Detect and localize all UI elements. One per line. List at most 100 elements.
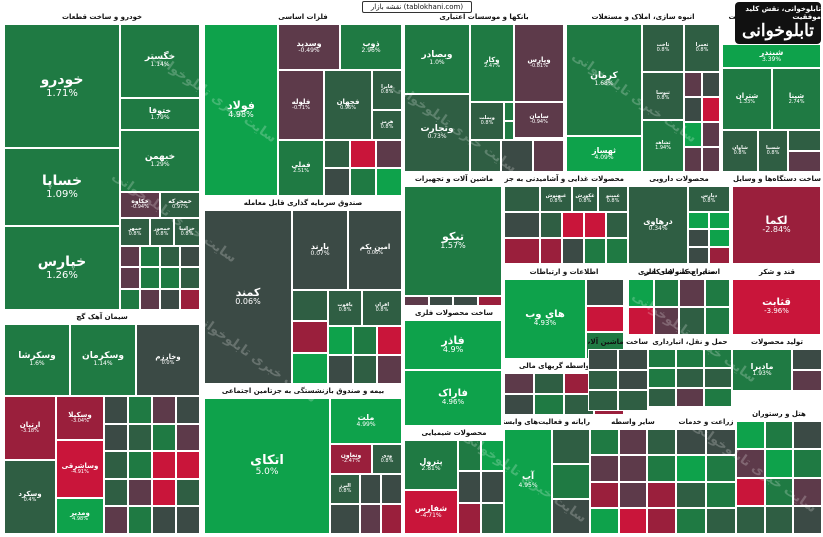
stock-cell-small[interactable] — [328, 355, 353, 384]
stock-cell-small[interactable] — [504, 373, 534, 394]
stock-cell-small[interactable] — [562, 238, 584, 264]
stock-cell-small[interactable] — [381, 504, 402, 534]
stock-cell-small[interactable] — [793, 449, 822, 478]
stock-cell[interactable]: شفارس -4.71% — [404, 490, 458, 534]
stock-cell-small[interactable] — [618, 507, 648, 534]
stock-cell[interactable]: پترول 2.81% — [404, 440, 458, 490]
stock-cell[interactable]: خگستر 1.14% — [120, 24, 200, 98]
stock-cell[interactable]: وخارزم 0.0% — [136, 324, 200, 396]
stock-cell[interactable]: غمینو 0.8% — [598, 186, 628, 212]
stock-cell-small[interactable] — [160, 246, 180, 268]
stock-cell-small[interactable] — [647, 507, 676, 534]
stock-cell-small[interactable] — [709, 212, 730, 230]
stock-cell-small[interactable] — [653, 307, 679, 335]
stock-cell-small[interactable] — [684, 97, 702, 122]
stock-cell[interactable]: فاذر 4.9% — [404, 320, 502, 370]
stock-cell-small[interactable] — [176, 506, 200, 534]
stock-cell-small[interactable] — [590, 455, 619, 482]
stock-cell[interactable]: وساشرقی -4.91% — [56, 440, 104, 498]
stock-cell-small[interactable] — [120, 246, 140, 268]
stock-cell-small[interactable] — [688, 229, 709, 247]
stock-cell-small[interactable] — [647, 481, 676, 508]
stock-cell-small[interactable] — [688, 212, 709, 230]
stock-cell[interactable]: وسدید -0.49% — [278, 24, 340, 70]
stock-cell-small[interactable] — [504, 394, 534, 415]
stock-cell-small[interactable] — [470, 140, 502, 172]
stock-cell[interactable]: شاوان 0.8% — [722, 130, 758, 172]
stock-cell-small[interactable] — [481, 440, 504, 472]
stock-cell[interactable]: ثعمرا 0.8% — [684, 24, 720, 72]
stock-cell[interactable]: وسکرمان 1.14% — [70, 324, 136, 396]
stock-cell-small[interactable] — [792, 370, 822, 391]
stock-cell-small[interactable] — [764, 477, 794, 506]
stock-cell-small[interactable] — [702, 147, 720, 172]
stock-cell-small[interactable] — [128, 506, 152, 534]
stock-cell-small[interactable] — [350, 168, 376, 196]
stock-cell-small[interactable] — [324, 140, 350, 168]
stock-cell-small[interactable] — [428, 296, 453, 306]
stock-cell[interactable]: وپارس -0.81% — [514, 24, 564, 102]
stock-cell-small[interactable] — [676, 481, 706, 508]
stock-cell-small[interactable] — [764, 505, 794, 534]
stock-cell[interactable]: غبهنوش 0.8% — [540, 186, 572, 212]
stock-cell[interactable]: وسکرشا 1.6% — [4, 324, 70, 396]
stock-cell-small[interactable] — [702, 72, 720, 97]
stock-cell-small[interactable] — [376, 168, 402, 196]
stock-cell[interactable]: وبصادر 1.0% — [404, 24, 470, 94]
stock-cell-small[interactable] — [532, 140, 564, 172]
stock-cell[interactable]: آپ 4.95% — [504, 429, 552, 534]
stock-cell-small[interactable] — [706, 429, 736, 456]
stock-cell-small[interactable] — [176, 423, 200, 452]
stock-cell[interactable]: خپارس 1.26% — [4, 226, 120, 310]
stock-cell[interactable]: خساپا 1.09% — [4, 148, 120, 226]
stock-cell-small[interactable] — [180, 267, 200, 289]
stock-cell-small[interactable] — [709, 246, 730, 264]
stock-cell-small[interactable] — [647, 429, 676, 456]
stock-cell-small[interactable] — [606, 238, 628, 264]
stock-cell-small[interactable] — [152, 423, 176, 452]
stock-cell[interactable]: شسپا 0.8% — [758, 130, 788, 172]
stock-cell-small[interactable] — [736, 505, 765, 534]
stock-cell[interactable]: شبندر 3.39% — [722, 44, 821, 68]
stock-cell-small[interactable] — [709, 229, 730, 247]
stock-cell-small[interactable] — [590, 429, 619, 456]
stock-cell[interactable]: ارتیان -3.18% — [4, 396, 56, 460]
stock-cell-small[interactable] — [534, 373, 564, 394]
stock-cell[interactable]: قثابت -3.96% — [732, 279, 821, 335]
stock-cell-small[interactable] — [618, 349, 648, 370]
stock-cell-small[interactable] — [350, 140, 376, 168]
stock-cell-small[interactable] — [704, 387, 732, 407]
stock-cell[interactable]: ثنوسا 0.8% — [642, 72, 684, 120]
stock-cell-small[interactable] — [292, 321, 328, 353]
stock-cell[interactable]: ومدیر 4.98% — [56, 498, 104, 534]
stock-cell-small[interactable] — [176, 396, 200, 424]
stock-cell[interactable]: وبملت 0.8% — [470, 102, 504, 140]
stock-cell-small[interactable] — [706, 455, 736, 482]
stock-cell[interactable]: شتران 1.33% — [722, 68, 772, 130]
stock-cell-small[interactable] — [676, 507, 706, 534]
stock-cell-small[interactable] — [352, 355, 378, 384]
stock-cell-small[interactable] — [360, 474, 381, 504]
stock-cell-small[interactable] — [140, 288, 160, 310]
stock-cell-small[interactable] — [648, 349, 676, 369]
stock-cell-small[interactable] — [140, 246, 160, 268]
stock-cell-small[interactable] — [676, 349, 704, 369]
stock-cell[interactable]: غکورش 0.8% — [572, 186, 598, 212]
stock-cell[interactable]: هاي وب 4.93% — [504, 279, 586, 359]
stock-cell[interactable]: افران 0.8% — [362, 290, 402, 326]
stock-cell[interactable]: البرز 0.8% — [330, 474, 360, 504]
stock-cell-small[interactable] — [381, 474, 402, 504]
stock-cell[interactable]: خودرو 1.71% — [4, 24, 120, 148]
stock-cell[interactable]: وسکرد 0.4% — [4, 460, 56, 534]
stock-cell-small[interactable] — [618, 455, 648, 482]
stock-cell-small[interactable] — [504, 238, 540, 264]
stock-cell-small[interactable] — [552, 429, 590, 464]
stock-cell-small[interactable] — [793, 421, 822, 450]
stock-cell-small[interactable] — [404, 296, 429, 306]
stock-cell-small[interactable] — [152, 451, 176, 479]
stock-cell-small[interactable] — [104, 506, 128, 534]
stock-cell-small[interactable] — [160, 288, 180, 310]
stock-cell-small[interactable] — [292, 290, 328, 322]
stock-cell[interactable]: ثهساز 4.09% — [566, 136, 642, 172]
stock-cell[interactable]: ودی 0.8% — [372, 444, 402, 474]
